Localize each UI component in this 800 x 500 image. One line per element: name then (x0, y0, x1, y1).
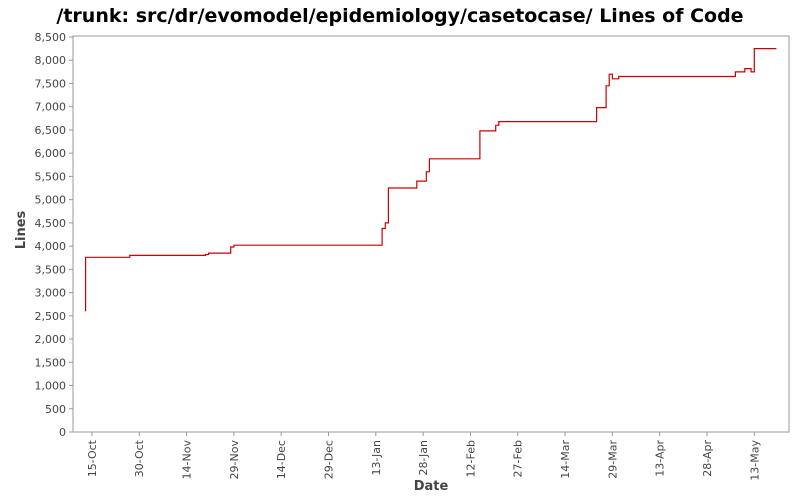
y-tick-label: 7,000 (35, 101, 67, 114)
y-tick-label: 3,500 (35, 263, 67, 276)
y-tick-label: 2,000 (35, 333, 67, 346)
y-axis-title: Lines (14, 210, 29, 249)
x-tick-label: 13-Jan (370, 440, 383, 476)
y-tick-label: 5,000 (35, 194, 67, 207)
plot-area (72, 35, 790, 433)
x-axis: 15-Oct 30-Oct 14-Nov 29-Nov 14-Dec 29-Dec 13-J… (86, 432, 761, 481)
y-tick-label: 5,500 (35, 170, 67, 183)
y-tick-label: 3,000 (35, 287, 67, 300)
x-tick-label: 29-Mar (606, 440, 619, 479)
y-tick-label: 1,000 (35, 380, 67, 393)
y-tick-label: 500 (45, 403, 66, 416)
y-tick-label: 8,000 (35, 54, 67, 67)
x-tick-label: 29-Dec (322, 440, 335, 479)
y-tick-label: 4,500 (35, 217, 67, 230)
y-tick-label: 2,500 (35, 310, 67, 323)
x-tick-label: 30-Oct (133, 439, 146, 477)
x-tick-label: 29-Nov (228, 440, 241, 480)
x-tick-label: 28-Apr (701, 440, 714, 477)
x-tick-label: 14-Nov (181, 440, 194, 480)
x-tick-label: 13-May (748, 440, 761, 481)
chart-title: /trunk: src/dr/evomodel/epidemiology/cas… (56, 5, 743, 27)
x-tick-label: 13-Apr (654, 440, 667, 477)
y-tick-label: 6,500 (35, 124, 67, 137)
series-line (85, 48, 777, 312)
x-tick-label: 15-Oct (86, 439, 99, 477)
y-tick-label: 0 (59, 426, 66, 439)
x-tick-label: 27-Feb (512, 440, 525, 477)
x-tick-label: 12-Feb (464, 440, 477, 477)
y-axis: 0 500 1,000 1,500 2,000 2,500 3,000 3,500 4,000 4… (35, 31, 73, 439)
y-tick-label: 1,500 (35, 356, 67, 369)
x-axis-title: Date (414, 479, 449, 494)
x-tick-label: 14-Mar (559, 440, 572, 479)
y-tick-label: 8,500 (35, 31, 67, 44)
y-tick-label: 7,500 (35, 77, 67, 90)
series-layer (85, 48, 777, 312)
y-tick-label: 6,000 (35, 147, 67, 160)
x-tick-label: 28-Jan (417, 440, 430, 476)
x-tick-label: 14-Dec (275, 440, 288, 479)
y-tick-label: 4,000 (35, 240, 67, 253)
